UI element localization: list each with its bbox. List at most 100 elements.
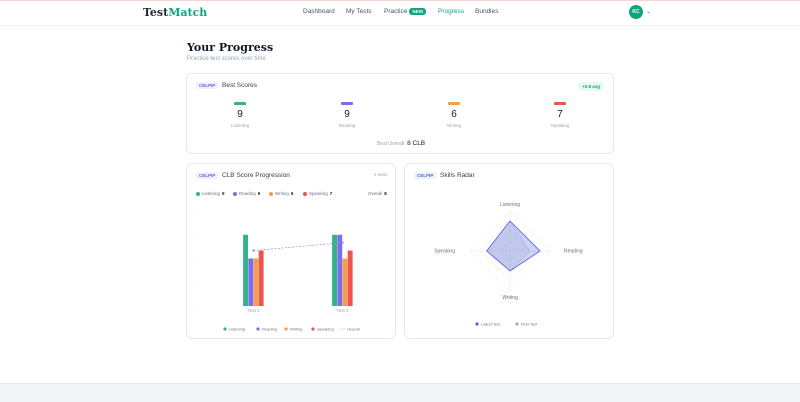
score-label: Listening: [230, 123, 249, 128]
summary-label: Overall: [368, 191, 383, 196]
x-tick-label: Test 2: [336, 308, 349, 313]
summary-overall: Overall 8: [368, 191, 387, 196]
score-label: Writing: [447, 123, 461, 128]
legend-swatch: [475, 322, 479, 326]
legend-dot: [233, 191, 237, 196]
bar-writing-1: [253, 258, 259, 306]
chevron-down-icon[interactable]: ⌄: [646, 9, 652, 15]
summary-value: 9: [222, 191, 225, 196]
radar-title: Skills Radar: [440, 172, 475, 179]
summary-value: 6: [290, 191, 294, 196]
bar-speaking-1: [258, 250, 264, 306]
summary-speaking: Speaking 7: [303, 191, 332, 196]
progression-card: CELPIP CLB Score Progression 2 tests Lis…: [186, 163, 396, 339]
legend-swatch: [311, 327, 315, 331]
legend-dot: [303, 191, 307, 196]
radar-axis-label: Writing: [502, 295, 518, 301]
score-bar-reading: [341, 102, 353, 105]
legend-dot: [269, 191, 273, 196]
progression-bar-chart: Test 1 Test 2 Listening Reading Writing Speak…: [197, 210, 360, 332]
score-speaking: 7 Speaking: [530, 102, 590, 128]
score-reading: 9 Reading: [317, 102, 377, 128]
nav-dashboard[interactable]: Dashboard: [303, 8, 335, 15]
page-subtitle: Practice test scores over time: [187, 56, 266, 62]
summary-value: 7: [329, 191, 333, 196]
best-overall-label: Best Overall: [376, 141, 405, 147]
page-title: Your Progress: [187, 41, 274, 54]
summary-label: Listening: [202, 191, 221, 196]
score-label: Reading: [338, 123, 356, 128]
legend-swatch: [515, 322, 519, 326]
legend-swatch: [223, 327, 227, 331]
summary-value: 8: [384, 191, 387, 196]
summary-listening: Listening 9: [196, 191, 225, 196]
nav-progress[interactable]: Progress: [438, 8, 465, 15]
bar-reading-2: [337, 234, 343, 306]
skills-radar-card: CELPIP Skills Radar Listening Reading Writ…: [404, 163, 614, 339]
score-value: 6: [451, 109, 457, 120]
avg-badge: +0.8 avg: [578, 82, 604, 91]
nav-practice[interactable]: Practice NEW: [384, 8, 426, 15]
skills-radar-chart: Listening Reading Writing Speaking Latest Te…: [434, 202, 583, 327]
score-bar-writing: [448, 102, 460, 105]
legend-dot: [196, 191, 200, 196]
x-tick-label: Test 1: [247, 308, 260, 313]
bar-speaking-2: [347, 250, 353, 306]
new-badge: NEW: [409, 8, 426, 15]
summary-value: 9: [257, 191, 261, 196]
progression-title: CLB Score Progression: [222, 172, 290, 179]
celpip-tag: CELPIP: [196, 82, 219, 89]
summary-label: Reading: [239, 191, 256, 196]
score-writing: 6 Writing: [424, 102, 484, 128]
overall-point: [341, 241, 344, 244]
summary-reading: Reading 9: [233, 191, 260, 196]
main-nav: Dashboard My Tests Practice NEW Progress …: [0, 8, 800, 20]
logo[interactable]: TestMatch: [143, 6, 207, 19]
summary-label: Writing: [275, 191, 289, 196]
legend-label: Speaking: [317, 327, 334, 332]
avatar[interactable]: KC: [629, 5, 643, 19]
score-bar-listening: [234, 102, 246, 105]
bar-writing-2: [342, 258, 348, 306]
overall-point: [252, 249, 255, 252]
legend-label: First Test: [521, 322, 538, 327]
legend-label: Overall: [347, 327, 360, 332]
bar-reading-1: [248, 258, 254, 306]
legend-swatch: [284, 327, 288, 331]
top-navbar: TestMatch Dashboard My Tests Practice NEW…: [0, 0, 800, 26]
best-scores-card: CELPIP Best Scores +0.8 avg 9 Listening …: [186, 73, 614, 154]
celpip-tag: CELPIP: [196, 172, 219, 179]
nav-practice-label: Practice: [384, 8, 408, 16]
score-value: 9: [344, 109, 350, 120]
score-value: 9: [237, 109, 243, 120]
summary-label: Speaking: [309, 191, 328, 196]
legend-label: Listening: [229, 327, 245, 332]
logo-main: Test: [143, 6, 169, 19]
score-value: 7: [557, 109, 563, 120]
nav-my-tests[interactable]: My Tests: [346, 8, 372, 15]
bottom-bar: [0, 383, 800, 402]
attempts-count: 2 tests: [373, 172, 387, 177]
score-listening: 9 Listening: [210, 102, 270, 128]
best-overall: Best Overall 8 CLB: [187, 140, 615, 147]
summary-writing: Writing 6: [269, 191, 293, 196]
score-label: Speaking: [550, 123, 570, 128]
overall-line: [253, 242, 343, 251]
progression-summary-legend: Listening 9 Reading 9 Writing 6 Speaking 7 O…: [196, 191, 391, 199]
radar-area-latest-test: [486, 220, 541, 272]
legend-label: Latest Test: [481, 322, 501, 327]
bar-listening-2: [332, 234, 337, 306]
bar-listening-1: [243, 234, 248, 306]
radar-axis-label: Listening: [500, 202, 520, 208]
radar-axis-label: Reading: [564, 249, 583, 255]
logo-accent: Match: [168, 6, 208, 19]
legend-swatch: [256, 327, 260, 331]
legend-label: Reading: [262, 327, 277, 332]
score-bar-speaking: [554, 102, 566, 105]
best-scores-title: Best Scores: [222, 82, 258, 89]
nav-bundles[interactable]: Bundles: [475, 8, 499, 15]
best-overall-value: 8 CLB: [407, 140, 426, 147]
legend-label: Writing: [290, 327, 302, 332]
radar-axis-label: Speaking: [434, 249, 455, 255]
celpip-tag: CELPIP: [414, 172, 437, 179]
